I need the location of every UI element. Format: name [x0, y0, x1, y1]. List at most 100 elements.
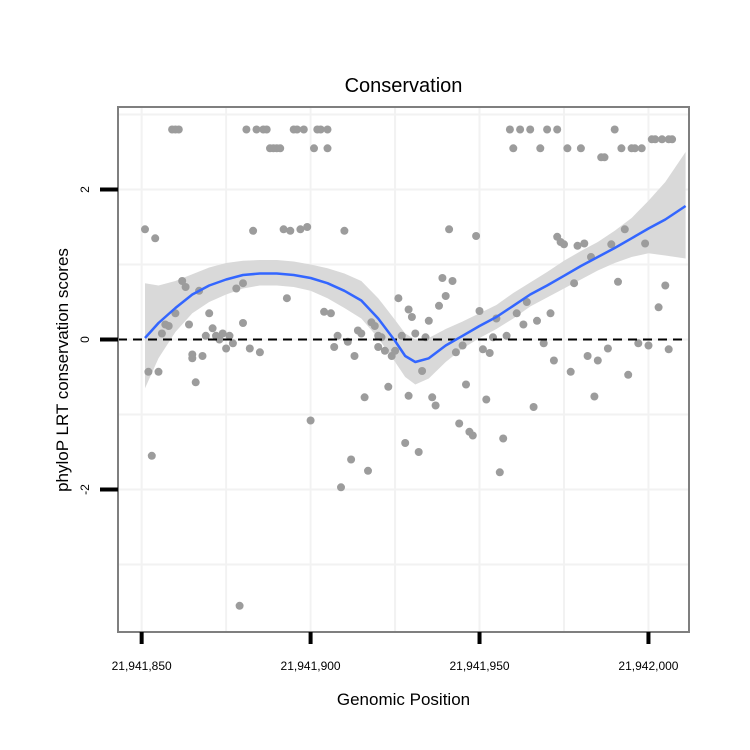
data-point — [573, 241, 582, 250]
x-tick-label: 21,942,000 — [618, 659, 678, 673]
data-point — [242, 125, 251, 134]
y-axis-label: phyloP LRT conservation scores — [53, 248, 72, 492]
data-point — [553, 125, 562, 134]
data-point — [252, 125, 261, 134]
data-point — [394, 294, 403, 303]
data-point — [391, 346, 400, 355]
smooth-fit-line — [144, 204, 687, 364]
data-point — [245, 344, 254, 353]
data-point — [563, 144, 572, 153]
y-tick-label: 0 — [78, 336, 92, 343]
data-point — [418, 367, 427, 375]
data-point — [664, 345, 673, 354]
data-point — [445, 225, 454, 234]
data-point — [296, 225, 305, 234]
data-point — [293, 125, 302, 134]
data-point — [509, 144, 518, 153]
data-point — [576, 144, 585, 153]
data-point — [222, 344, 231, 353]
data-point — [536, 144, 545, 153]
data-point — [299, 125, 308, 134]
x-axis-label: Genomic Position — [337, 690, 470, 709]
data-point — [407, 313, 416, 321]
data-point — [147, 451, 156, 460]
data-point — [654, 303, 663, 312]
data-point — [478, 345, 487, 354]
data-point — [282, 294, 291, 303]
x-tick-label: 21,941,850 — [112, 659, 172, 673]
data-point — [350, 352, 359, 360]
data-point — [499, 434, 508, 443]
data-point — [320, 307, 329, 316]
data-point — [539, 339, 548, 348]
data-point — [603, 344, 612, 353]
data-point — [174, 125, 183, 134]
data-point — [360, 393, 369, 402]
data-point — [546, 309, 555, 318]
data-point — [637, 144, 646, 153]
data-point — [658, 135, 666, 144]
data-point — [414, 448, 423, 456]
data-point — [157, 329, 166, 338]
data-point — [218, 329, 227, 338]
y-tick-label: -2 — [78, 484, 92, 495]
data-point — [610, 125, 619, 134]
data-point — [495, 468, 504, 477]
plot-panel-border — [117, 106, 690, 633]
data-point — [323, 144, 332, 153]
data-point — [458, 341, 467, 350]
data-point — [330, 343, 339, 351]
data-point — [620, 225, 629, 234]
data-point — [516, 125, 525, 134]
data-point — [661, 281, 670, 290]
data-point — [178, 277, 187, 285]
data-point — [401, 439, 410, 447]
data-point — [347, 455, 356, 464]
data-point — [228, 339, 237, 348]
data-point — [316, 125, 325, 134]
data-point — [600, 153, 609, 162]
data-point — [279, 225, 288, 234]
data-point — [448, 277, 457, 285]
data-point — [404, 391, 413, 400]
data-point — [276, 144, 285, 153]
data-point — [205, 309, 214, 318]
data-point — [310, 144, 318, 153]
data-point — [154, 367, 163, 376]
x-tick-label: 21,941,950 — [449, 659, 509, 673]
data-point — [468, 431, 477, 440]
data-point — [235, 601, 244, 610]
data-point — [404, 305, 413, 314]
data-point — [181, 283, 190, 291]
data-point — [431, 401, 440, 410]
data-point — [593, 356, 602, 365]
data-point — [255, 348, 264, 357]
data-point — [380, 346, 389, 355]
data-point — [424, 316, 433, 325]
data-point — [225, 331, 234, 340]
data-point — [560, 240, 568, 249]
data-point — [644, 341, 653, 350]
data-point — [580, 239, 589, 248]
data-point — [262, 125, 271, 134]
data-point — [215, 335, 224, 344]
data-point — [208, 324, 217, 333]
data-point — [306, 416, 315, 425]
data-point — [472, 232, 481, 240]
data-point — [549, 356, 558, 365]
data-point — [239, 319, 247, 327]
data-point — [543, 125, 552, 134]
points-layer — [141, 125, 677, 610]
data-point — [624, 370, 633, 379]
data-point — [370, 322, 379, 330]
data-point — [411, 329, 420, 338]
data-point — [566, 367, 575, 376]
data-point — [634, 339, 643, 348]
data-point — [485, 349, 494, 357]
data-point — [451, 348, 460, 357]
data-point — [512, 309, 521, 318]
data-point — [617, 144, 626, 153]
data-point — [651, 135, 660, 144]
data-point — [502, 331, 511, 340]
